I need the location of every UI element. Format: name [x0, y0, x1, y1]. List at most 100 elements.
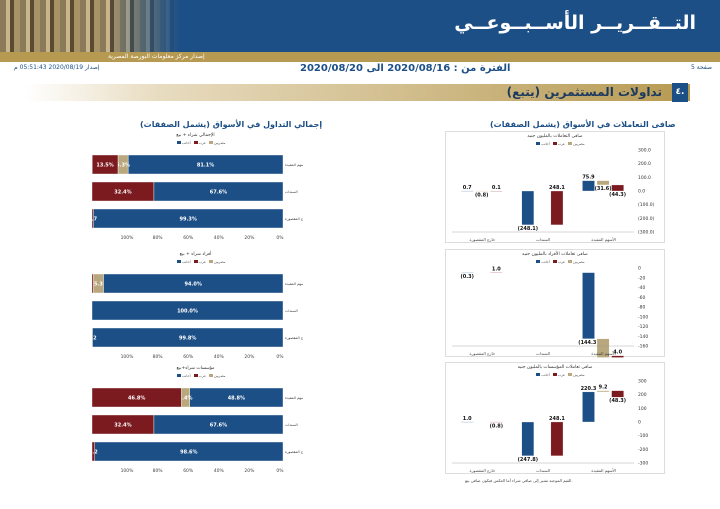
net-bar: [611, 184, 624, 192]
share-chart-svg: 81.1% 5.3%13.5% الأسهم المقيدة 67.6% 32.4% ال…: [88, 154, 308, 241]
legend-swatch: [177, 374, 181, 377]
chart-legend: مصريين عرب أجانب: [174, 141, 226, 145]
net-data-label: 75.9: [582, 175, 595, 181]
chart-title: أفراد شراء + بيع: [179, 252, 212, 257]
net-bar: [521, 190, 535, 226]
net-chart: صافى تعاملات المؤسسات بالمليون جنيه مصريي…: [445, 362, 665, 474]
net-data-label: 1.0: [492, 266, 501, 272]
category-label: خارج المقصورة: [285, 336, 303, 340]
share-chart-svg: 94.0% 5.3 الأسهم المقيدة 100.0% السندات 99.8%…: [88, 273, 308, 360]
x-tick-label: 0%: [276, 468, 284, 474]
category-label: خارج المقصورة: [469, 351, 495, 356]
share-data-label: 67.6%: [210, 423, 227, 429]
net-data-label: 248.1: [549, 416, 565, 422]
net-data-label: 0.1: [492, 185, 501, 191]
net-bar: [460, 190, 474, 192]
legend-label: عرب: [198, 260, 206, 264]
legend-swatch: [177, 260, 181, 263]
share-data-label: 94.0%: [185, 282, 202, 288]
share-bar-segment: [91, 154, 119, 175]
net-data-label: (44.3): [609, 192, 626, 198]
net-data-label: 248.1: [549, 185, 565, 191]
y-tick-label: -300: [638, 461, 648, 467]
category-label: خارج المقصورة: [469, 237, 495, 242]
net-bar: [596, 338, 610, 358]
legend-label: مصريين: [213, 374, 226, 378]
y-tick-label: 0: [638, 420, 641, 426]
x-tick-label: 100%: [121, 235, 135, 241]
legend-swatch: [536, 373, 541, 376]
legend-label: عرب: [198, 374, 206, 378]
share-data-label: 46.8%: [128, 396, 145, 402]
legend-swatch: [552, 260, 557, 263]
share-data-label: 99.8%: [179, 336, 196, 342]
section-title: تداولات المستثمرين (يتبع): [506, 85, 662, 99]
y-tick-label: -140: [638, 334, 648, 340]
chart-legend: مصريين عرب أجانب: [174, 260, 226, 264]
x-tick-label: 20%: [244, 354, 255, 360]
chart-title: صافى التعاملات بالمليون جنيه: [527, 134, 583, 139]
share-bar-segment: [91, 273, 94, 294]
y-tick-label: 100.0: [638, 175, 651, 181]
section-number: ٤.: [672, 83, 688, 102]
x-tick-label: 40%: [214, 354, 225, 360]
category-label: السندات: [285, 423, 298, 427]
legend-label: عرب: [557, 260, 566, 264]
legend-label: مصريين: [573, 260, 585, 264]
y-tick-label: (200.0): [638, 216, 655, 222]
net-bar: [596, 390, 610, 393]
share-data-label: 0.2: [88, 336, 97, 342]
legend-label: أجانب: [541, 260, 550, 264]
y-tick-label: (100.0): [638, 202, 655, 208]
legend-label: أجانب: [182, 374, 191, 378]
net-bar: [611, 355, 624, 358]
legend-swatch: [193, 374, 198, 377]
category-label: خارج المقصورة: [285, 450, 303, 454]
net-data-label: 220.3: [581, 386, 597, 392]
net-data-label: 0.7: [463, 185, 472, 191]
legend-label: مصريين: [213, 141, 226, 145]
y-tick-label: -60: [638, 295, 645, 301]
report-header: التــقــريــر الأســبــوعــي: [0, 0, 720, 52]
share-data-label: 5.3: [94, 282, 103, 288]
category-label: السندات: [285, 309, 298, 313]
net-data-label: (0.3): [460, 274, 473, 280]
legend-label: أجانب: [541, 373, 550, 377]
chart-title: صافى تعاملات الأفراد بالمليون جنيه: [522, 252, 588, 257]
legend-swatch: [552, 142, 557, 145]
legend-swatch: [208, 141, 213, 144]
category-label: السندات: [536, 237, 550, 242]
share-chart: مؤسسات شراء+بيع مصريين عرب أجانب 48.8% 4.4% 46…: [88, 364, 308, 476]
net-column-title: صافى التعاملات في الأسواق (يشمل الصفقات): [490, 120, 676, 129]
footnote: القيم الموجبة تشير إلى صافي شراء أما الع…: [465, 478, 573, 483]
share-data-label: 32.4%: [114, 190, 131, 196]
y-tick-label: 0.0: [638, 189, 645, 195]
legend-label: أجانب: [541, 142, 550, 146]
x-tick-label: 100%: [121, 468, 135, 474]
share-data-label: 99.3%: [179, 217, 196, 223]
share-chart: الإجمالي شراء + بيع مصريين عرب أجانب 81.1% 5.…: [88, 131, 308, 248]
category-label: خارج المقصورة: [469, 468, 495, 473]
legend-swatch: [568, 373, 573, 376]
x-tick-label: 40%: [214, 235, 225, 241]
y-tick-label: -200: [638, 447, 648, 453]
share-data-label: 5.3%: [116, 163, 130, 169]
legend-label: أجانب: [182, 260, 191, 264]
x-tick-label: 0%: [276, 235, 284, 241]
x-tick-label: 60%: [183, 235, 194, 241]
x-tick-label: 80%: [153, 468, 164, 474]
legend-label: عرب: [198, 141, 206, 145]
y-tick-label: -100: [638, 314, 648, 320]
share-data-label: 13.5%: [96, 163, 113, 169]
page-number: صفحة 5: [691, 64, 712, 71]
legend-swatch: [568, 260, 573, 263]
net-bar: [611, 390, 624, 398]
chart-legend: مصريين عرب أجانب: [533, 260, 585, 264]
net-chart: صافى التعاملات بالمليون جنيه مصريين عرب أجا…: [445, 131, 665, 243]
category-label: الأسهم المقيدة: [591, 468, 616, 473]
net-data-label: (247.8): [518, 457, 538, 463]
x-tick-label: 20%: [244, 235, 255, 241]
category-label: خارج المقصورة: [285, 217, 303, 221]
issue-timestamp: إصدار 2020/08/19 05:51:43 م: [14, 64, 100, 71]
